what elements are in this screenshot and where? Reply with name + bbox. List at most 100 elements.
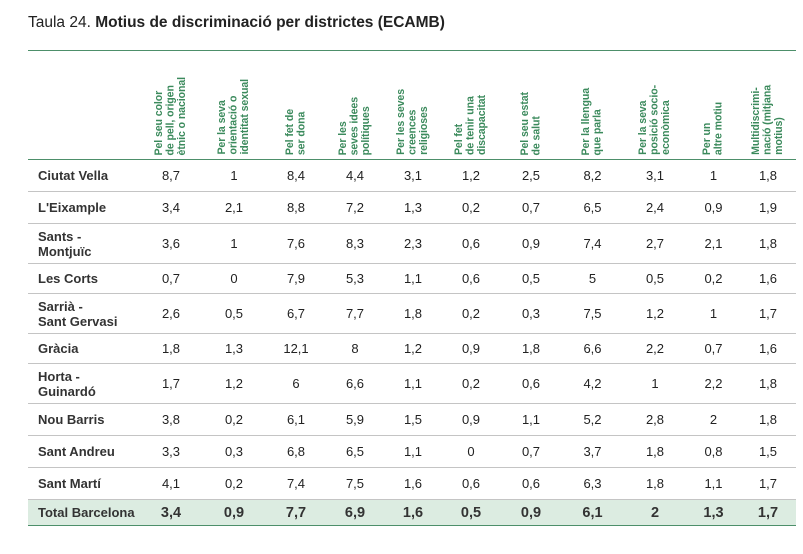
column-header-label: Pel seu color de pell, origen ètnic o na… [152, 76, 188, 155]
table-cell: 0,2 [442, 293, 500, 334]
table-cell: 0,5 [623, 263, 687, 294]
table-cell: 1,8 [740, 223, 796, 264]
table-cell: 6,6 [562, 333, 623, 364]
table-cell: 0,6 [442, 263, 500, 294]
total-cell: 0,5 [442, 499, 500, 526]
table-cell: 1 [687, 293, 740, 334]
column-header: Pel seu estat de salut [500, 50, 562, 160]
column-header: Pel fet de tenir una discapacitat [442, 50, 500, 160]
column-header: Per un altre motiu [687, 50, 740, 160]
table-cell: 1,2 [384, 333, 442, 364]
table-cell: 1,9 [740, 191, 796, 224]
table-cell: 1,8 [623, 467, 687, 500]
table-cell: 2,3 [384, 223, 442, 264]
column-header-label: Per la seva orientació o identitat sexua… [215, 79, 251, 155]
table-cell: 8 [326, 333, 384, 364]
table-cell: 0,9 [442, 333, 500, 364]
column-header: Per les seves idees polítiques [326, 50, 384, 160]
table-cell: 5,9 [326, 403, 384, 436]
table-row: Horta - Guinardó 1,7 1,2 6 6,6 1,1 0,2 0,6 4,2 1 2… [28, 363, 796, 404]
header-row: Pel seu color de pell, origen ètnic o na… [28, 50, 796, 160]
table-cell: 1,7 [740, 293, 796, 334]
table-cell: 2,2 [623, 333, 687, 364]
table-cell: 1,6 [740, 263, 796, 294]
table-cell: 0,7 [687, 333, 740, 364]
table-cell: 6,1 [266, 403, 326, 436]
table-cell: 5 [562, 263, 623, 294]
table-cell: 1,1 [687, 467, 740, 500]
table-cell: 0,5 [500, 263, 562, 294]
table-cell: 0,2 [442, 191, 500, 224]
table-cell: 4,2 [562, 363, 623, 404]
table-cell: 1 [202, 159, 266, 192]
table-cell: 1,1 [384, 435, 442, 468]
table-cell: 3,6 [140, 223, 202, 264]
column-header: Per la seva orientació o identitat sexua… [202, 50, 266, 160]
table-cell: 7,7 [326, 293, 384, 334]
table-cell: 1 [623, 363, 687, 404]
column-header: Pel fet de ser dona [266, 50, 326, 160]
total-cell: 1,7 [740, 499, 796, 526]
table-cell: 3,7 [562, 435, 623, 468]
column-header-label: Pel fet de tenir una discapacitat [452, 94, 488, 155]
table-cell: 12,1 [266, 333, 326, 364]
header-stub [28, 50, 140, 160]
table-title: Taula 24. Motius de discriminació per di… [28, 14, 445, 32]
table-row: L'Eixample 3,4 2,1 8,8 7,2 1,3 0,2 0,7 6,5 2,4 0,9… [28, 191, 796, 224]
table-cell: 0 [202, 263, 266, 294]
table-cell: 0,6 [500, 467, 562, 500]
column-header-label: Per les seves creences religioses [394, 89, 430, 155]
table-cell: 0,6 [442, 467, 500, 500]
district-name: Horta - Guinardó [28, 363, 140, 404]
column-header: Pel seu color de pell, origen ètnic o na… [140, 50, 202, 160]
table-cell: 0,9 [500, 223, 562, 264]
table-cell: 7,4 [266, 467, 326, 500]
table-cell: 6,3 [562, 467, 623, 500]
table-cell: 8,4 [266, 159, 326, 192]
table-cell: 1,8 [500, 333, 562, 364]
total-cell: 2 [623, 499, 687, 526]
table-row: Ciutat Vella 8,7 1 8,4 4,4 3,1 1,2 2,5 8,2 3,1 1 1,… [28, 159, 796, 192]
column-header: Per les seves creences religioses [384, 50, 442, 160]
column-header-label: Multidiscrimi- nació (mitjana motius) [749, 85, 785, 155]
table-row: Sant Martí 4,1 0,2 7,4 7,5 1,6 0,6 0,6 6,3 1,8 1,1… [28, 467, 796, 500]
table-cell: 2,1 [687, 223, 740, 264]
column-header-label: Pel seu estat de salut [518, 91, 543, 155]
table-cell: 1,8 [740, 403, 796, 436]
column-header-label: Per un altre motiu [701, 101, 725, 155]
table-cell: 1,6 [384, 467, 442, 500]
table-row: Les Corts 0,7 0 7,9 5,3 1,1 0,6 0,5 5 0,5 0,2 1,6 [28, 263, 796, 294]
table-cell: 0,6 [500, 363, 562, 404]
table-cell: 1 [202, 223, 266, 264]
total-cell: 0,9 [202, 499, 266, 526]
district-name: Les Corts [28, 263, 140, 294]
table-cell: 6,5 [326, 435, 384, 468]
table-cell: 0,2 [442, 363, 500, 404]
table-cell: 5,3 [326, 263, 384, 294]
total-cell: 6,1 [562, 499, 623, 526]
discrimination-table: Pel seu color de pell, origen ètnic o na… [28, 50, 796, 526]
table-cell: 0,3 [500, 293, 562, 334]
table-cell: 2,2 [687, 363, 740, 404]
table-cell: 1,8 [623, 435, 687, 468]
table-cell: 1,5 [740, 435, 796, 468]
table-row: Sants - Montjuïc 3,6 1 7,6 8,3 2,3 0,6 0,9 7,4 2,… [28, 223, 796, 264]
table-cell: 3,1 [623, 159, 687, 192]
district-name: Ciutat Vella [28, 159, 140, 192]
table-cell: 7,6 [266, 223, 326, 264]
district-name: Gràcia [28, 333, 140, 364]
total-cell: 7,7 [266, 499, 326, 526]
table-cell: 7,2 [326, 191, 384, 224]
table-cell: 1,8 [384, 293, 442, 334]
table-cell: 0,2 [202, 467, 266, 500]
table-cell: 2,7 [623, 223, 687, 264]
table-cell: 0,7 [140, 263, 202, 294]
table-cell: 0,3 [202, 435, 266, 468]
table-cell: 1,1 [384, 363, 442, 404]
table-cell: 0,7 [500, 435, 562, 468]
column-header-label: Per la llengua que parla [580, 87, 604, 156]
district-name: Nou Barris [28, 403, 140, 436]
table-cell: 1,8 [740, 363, 796, 404]
table-cell: 2 [687, 403, 740, 436]
table-cell: 0,6 [442, 223, 500, 264]
